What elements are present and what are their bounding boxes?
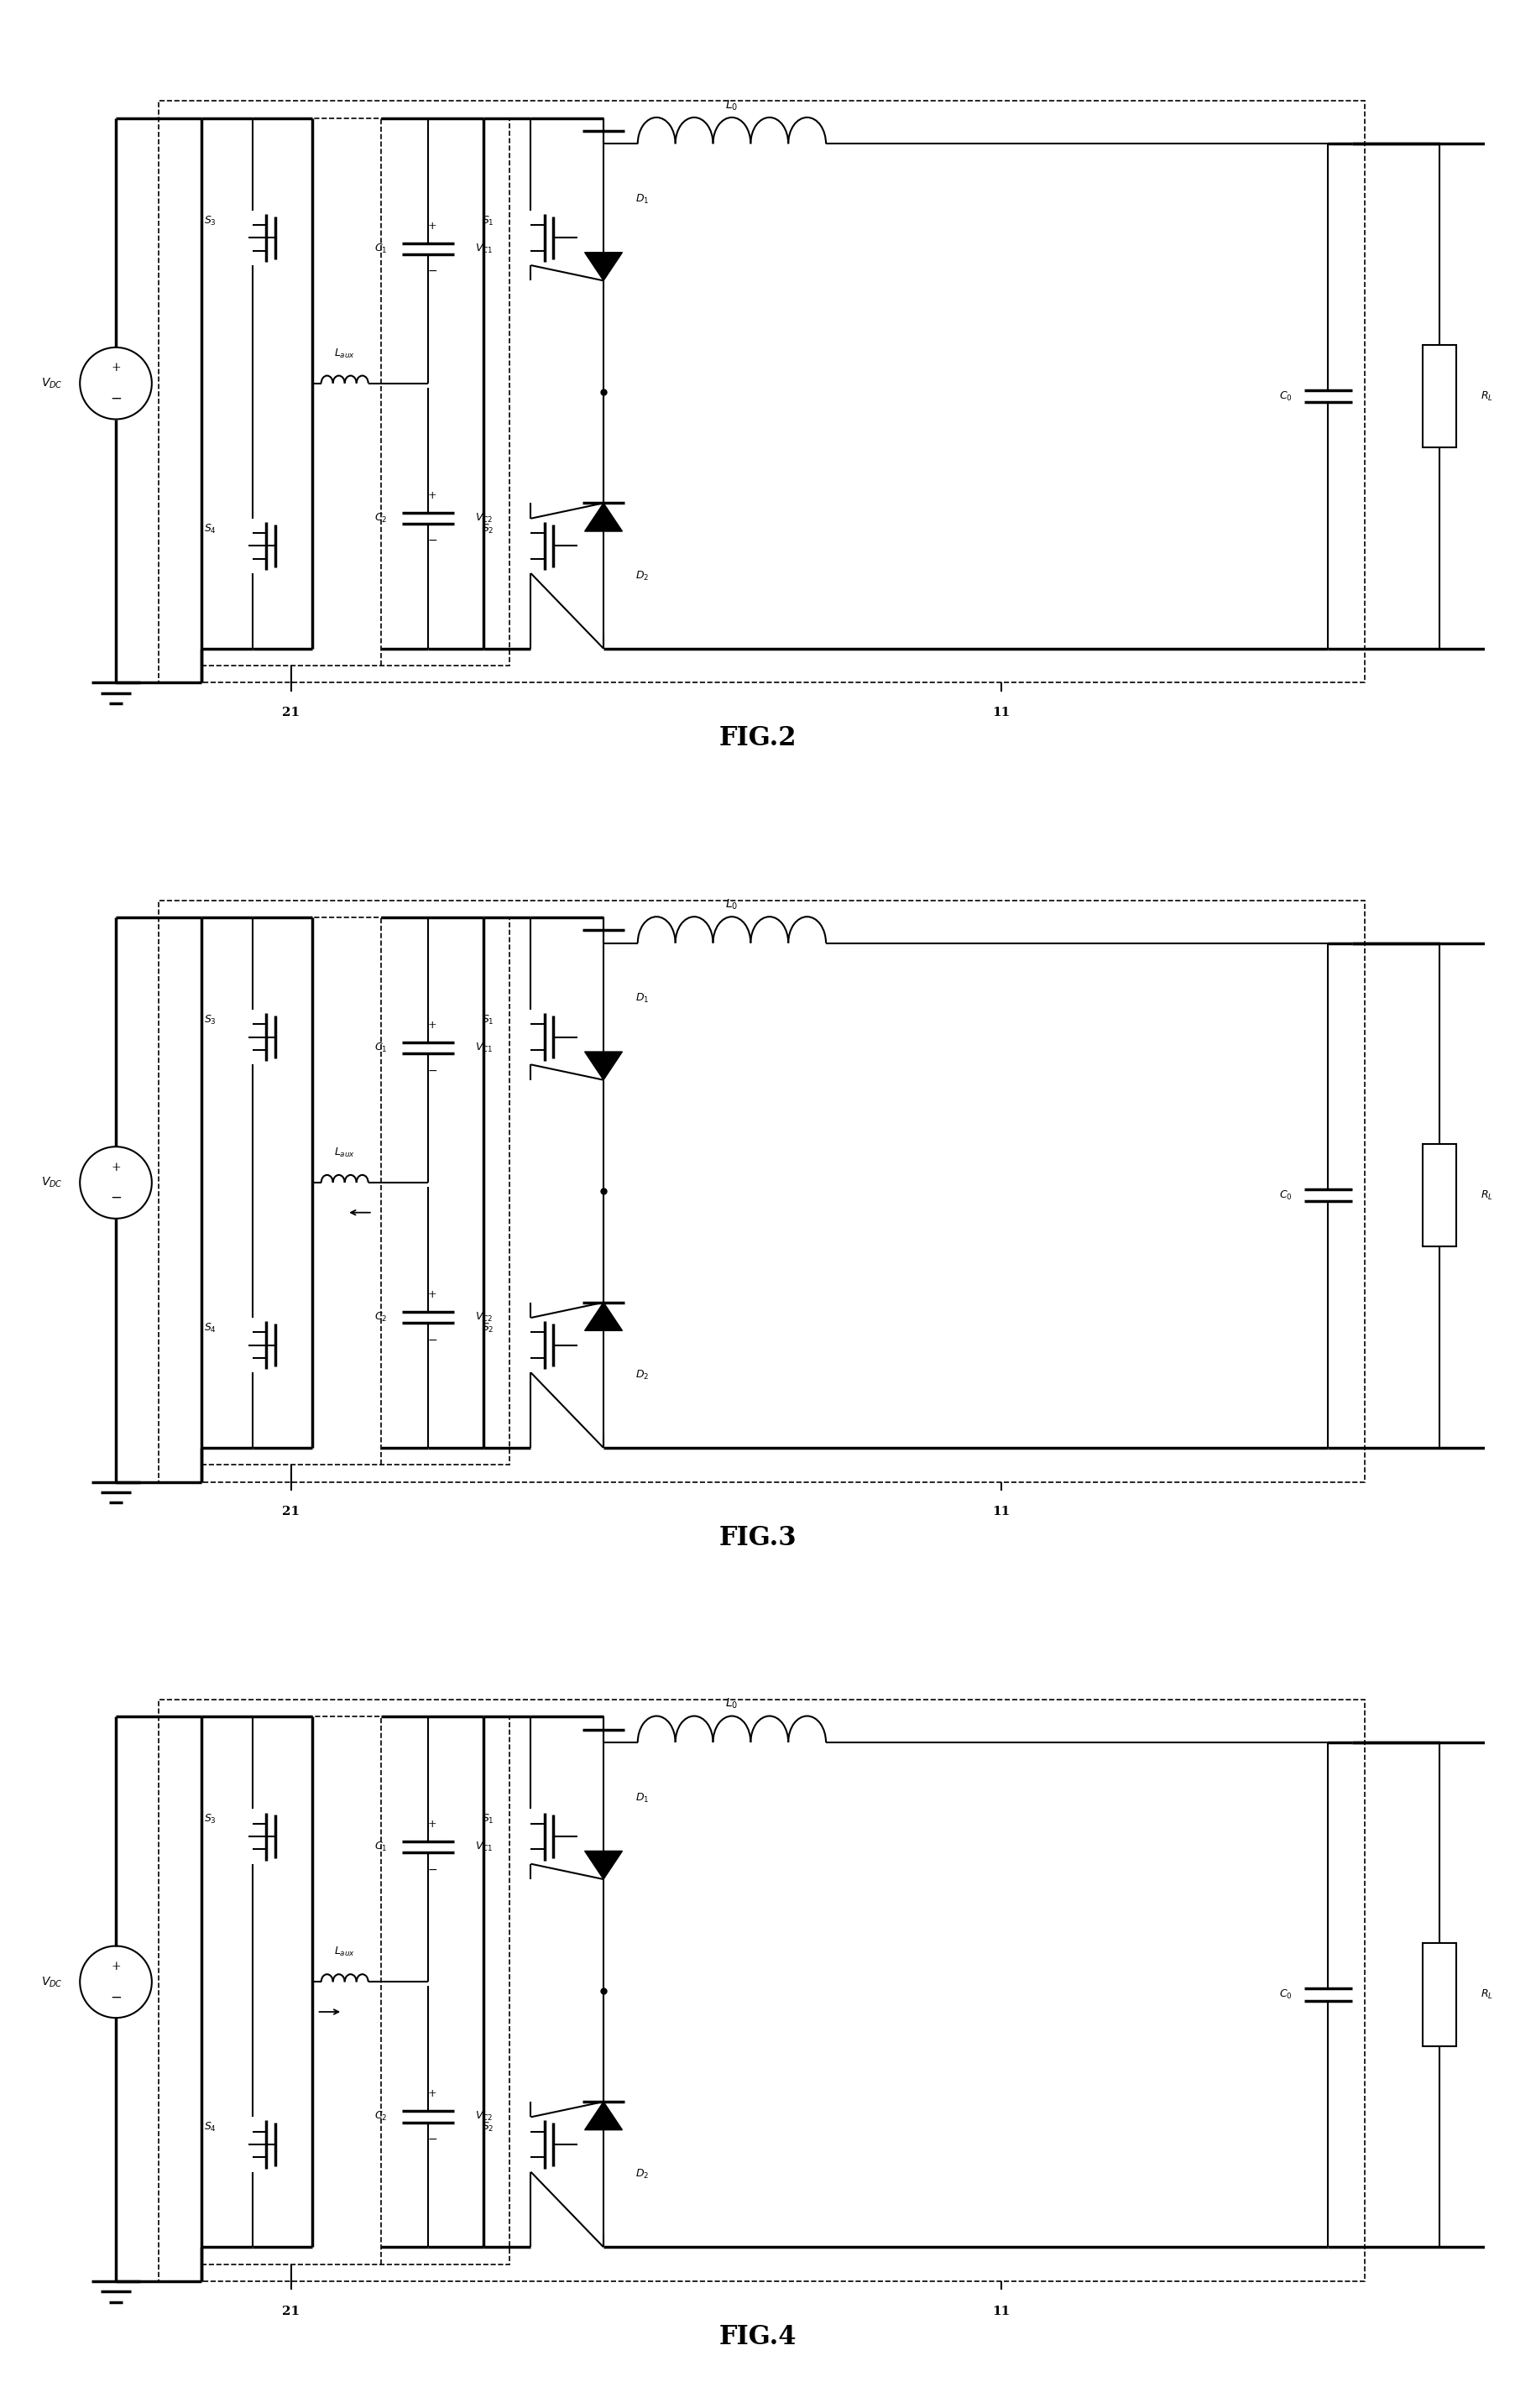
Text: $S_1$: $S_1$ (482, 1813, 494, 1825)
Text: $S_3$: $S_3$ (203, 1813, 217, 1825)
Bar (159, 1700, 1365, 2280)
Text: $S_3$: $S_3$ (203, 214, 217, 226)
Text: $C_1$: $C_1$ (374, 1043, 388, 1055)
Bar (201, 917, 509, 1464)
Text: $C_0$: $C_0$ (1279, 1190, 1292, 1202)
Bar (159, 901, 1365, 1481)
Text: $V_{DC}$: $V_{DC}$ (41, 376, 62, 390)
Text: +: + (111, 361, 121, 373)
Text: $C_0$: $C_0$ (1279, 1989, 1292, 2001)
Text: +: + (111, 1960, 121, 1972)
Text: $L_0$: $L_0$ (726, 898, 738, 913)
Text: FIG.3: FIG.3 (718, 1524, 797, 1551)
Text: $S_2$: $S_2$ (482, 2121, 494, 2133)
Text: $S_2$: $S_2$ (482, 523, 494, 535)
Text: $D_1$: $D_1$ (635, 193, 648, 205)
Text: FIG.4: FIG.4 (718, 2324, 797, 2350)
Text: −: − (111, 1192, 121, 1204)
Text: $L_0$: $L_0$ (726, 1698, 738, 1710)
Bar (201, 118, 509, 665)
Text: −: − (111, 1989, 121, 2003)
Polygon shape (585, 1852, 623, 1878)
Text: +: + (427, 1288, 436, 1300)
Text: $R_L$: $R_L$ (1480, 1989, 1492, 2001)
Text: +: + (427, 1818, 436, 1830)
Polygon shape (585, 1052, 623, 1079)
Text: $V_{C1}$: $V_{C1}$ (474, 1840, 492, 1854)
Polygon shape (585, 253, 623, 282)
Text: $V_{C1}$: $V_{C1}$ (474, 1043, 492, 1055)
Text: $D_1$: $D_1$ (635, 992, 648, 1004)
Text: $S_2$: $S_2$ (482, 1322, 494, 1334)
Text: +: + (111, 1161, 121, 1173)
Text: $L_{aux}$: $L_{aux}$ (335, 1146, 355, 1158)
Bar (201, 1717, 509, 2264)
Text: −: − (111, 393, 121, 407)
Text: $S_3$: $S_3$ (203, 1014, 217, 1026)
Text: +: + (427, 489, 436, 501)
Text: $L_{aux}$: $L_{aux}$ (335, 1946, 355, 1958)
Text: −: − (427, 535, 438, 547)
Text: 21: 21 (282, 708, 300, 718)
Bar (1423, 1943, 1456, 2047)
Text: $V_{C2}$: $V_{C2}$ (474, 2109, 492, 2124)
Polygon shape (585, 1303, 623, 1332)
Text: $S_4$: $S_4$ (203, 523, 217, 535)
Text: $D_2$: $D_2$ (635, 568, 648, 583)
Text: $D_1$: $D_1$ (635, 1792, 648, 1804)
Bar (1423, 344, 1456, 448)
Text: $V_{C2}$: $V_{C2}$ (474, 1310, 492, 1324)
Text: $S_4$: $S_4$ (203, 1322, 217, 1334)
Text: $V_{DC}$: $V_{DC}$ (41, 1975, 62, 1989)
Text: −: − (427, 1864, 438, 1876)
Bar (1423, 1144, 1456, 1247)
Text: $C_1$: $C_1$ (374, 1840, 388, 1854)
Text: −: − (427, 1064, 438, 1076)
Text: $V_{C2}$: $V_{C2}$ (474, 513, 492, 525)
Text: +: + (427, 1019, 436, 1031)
Text: $C_2$: $C_2$ (374, 513, 388, 525)
Text: $D_2$: $D_2$ (635, 2167, 648, 2182)
Text: $C_2$: $C_2$ (374, 1310, 388, 1324)
Text: 11: 11 (992, 1505, 1011, 1517)
Text: $S_1$: $S_1$ (482, 214, 494, 226)
Text: $L_0$: $L_0$ (726, 99, 738, 113)
Text: −: − (427, 2133, 438, 2146)
Text: 11: 11 (992, 708, 1011, 718)
Text: $C_1$: $C_1$ (374, 243, 388, 255)
Text: $V_{DC}$: $V_{DC}$ (41, 1175, 62, 1190)
Polygon shape (585, 2102, 623, 2131)
Text: $S_4$: $S_4$ (203, 2121, 217, 2133)
Text: $V_{C1}$: $V_{C1}$ (474, 243, 492, 255)
Polygon shape (585, 503, 623, 532)
Text: $L_{aux}$: $L_{aux}$ (335, 347, 355, 359)
Text: $S_1$: $S_1$ (482, 1014, 494, 1026)
Text: $R_L$: $R_L$ (1480, 390, 1492, 402)
Text: +: + (427, 222, 436, 231)
Text: 21: 21 (282, 2304, 300, 2316)
Text: 21: 21 (282, 1505, 300, 1517)
Text: −: − (427, 265, 438, 277)
Text: $D_2$: $D_2$ (635, 1368, 648, 1382)
Text: $C_2$: $C_2$ (374, 2109, 388, 2124)
Text: FIG.2: FIG.2 (718, 725, 797, 751)
Text: +: + (427, 2088, 436, 2100)
Text: −: − (427, 1334, 438, 1346)
Text: $R_L$: $R_L$ (1480, 1190, 1492, 1202)
Bar (159, 101, 1365, 684)
Text: $C_0$: $C_0$ (1279, 390, 1292, 402)
Text: 11: 11 (992, 2304, 1011, 2316)
